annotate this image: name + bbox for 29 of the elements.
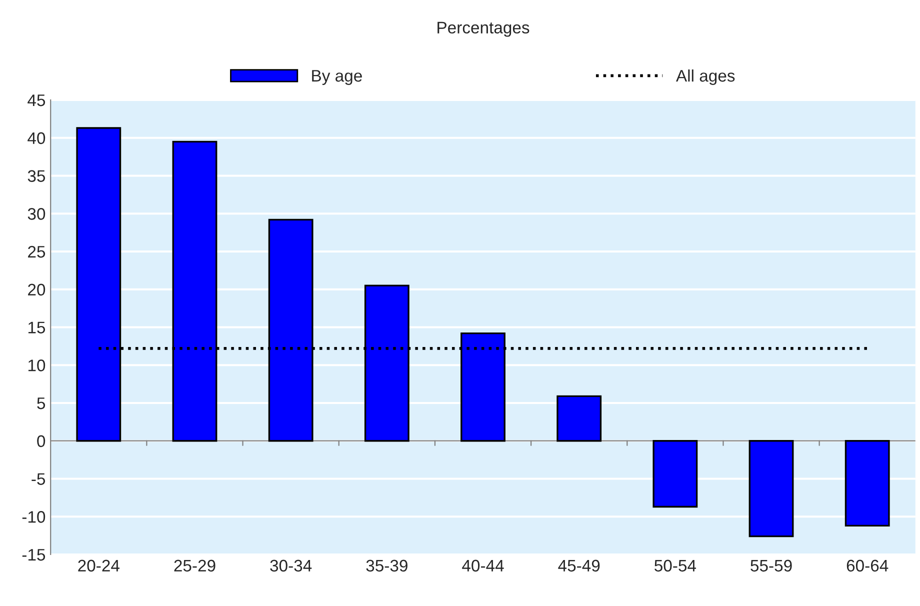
- bar: [556, 395, 602, 442]
- y-tick-label: -15: [22, 549, 46, 561]
- bar: [652, 440, 698, 508]
- x-tick-label: 55-59: [750, 560, 792, 572]
- legend-label: By age: [312, 70, 362, 85]
- x-tick-label: 60-64: [846, 560, 888, 572]
- y-tick-label: 45: [28, 94, 46, 106]
- y-tick-label: 10: [28, 360, 46, 372]
- y-tick-label: -10: [22, 511, 46, 523]
- chart-title: Percentages: [438, 22, 530, 37]
- y-tick-label: 20: [28, 284, 46, 296]
- x-tick-label: 45-49: [558, 560, 600, 572]
- y-tick-label: 30: [28, 208, 46, 220]
- y-tick-label: 0: [37, 435, 46, 448]
- y-tick-label: 5: [37, 398, 46, 410]
- y-tick-label: 25: [28, 246, 46, 258]
- bar: [748, 440, 794, 538]
- y-tick-label: 35: [28, 170, 46, 182]
- legend-label: All ages: [676, 69, 735, 85]
- x-tick-label: 20-24: [78, 560, 120, 572]
- x-tick-label: 25-29: [174, 560, 216, 572]
- x-tick-label: 30-34: [270, 560, 312, 572]
- y-tick-label: 15: [28, 322, 46, 334]
- x-tick-label: 35-39: [366, 560, 408, 572]
- x-tick-label: 40-44: [462, 560, 504, 572]
- bar: [844, 440, 890, 527]
- y-tick-label: 40: [28, 132, 46, 144]
- y-tick-label: -5: [32, 473, 46, 485]
- x-tick-label: 50-54: [654, 560, 696, 572]
